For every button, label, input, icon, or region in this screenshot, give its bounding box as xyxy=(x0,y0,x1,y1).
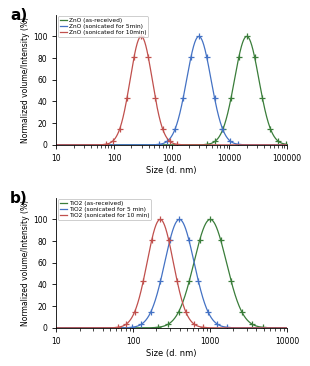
X-axis label: Size (d. nm): Size (d. nm) xyxy=(147,349,197,358)
Legend: TiO2 (as-received), TiO2 (sonicated for 5 min), TiO2 (sonicated for 10 min): TiO2 (as-received), TiO2 (sonicated for … xyxy=(58,199,151,220)
TiO2 (sonicated for 10 min) xyxy=(81,326,85,330)
TiO2 (sonicated for 5 min) xyxy=(95,326,98,330)
ZnO (as-received) xyxy=(81,143,85,147)
ZnO (as-received) xyxy=(143,143,147,147)
Y-axis label: Normalized volume/Intensity (%): Normalized volume/Intensity (%) xyxy=(21,17,30,143)
ZnO (sonicated for 5min) xyxy=(285,143,289,147)
ZnO (sonicated for 5min) xyxy=(95,143,98,147)
ZnO (sonicated for 10min) xyxy=(81,143,85,147)
TiO2 (sonicated for 5 min) xyxy=(285,326,289,330)
Line: TiO2 (as-received): TiO2 (as-received) xyxy=(56,220,287,328)
ZnO (sonicated for 5min) xyxy=(256,143,260,147)
ZnO (as-received) xyxy=(95,143,98,147)
ZnO (as-received) xyxy=(281,141,285,146)
Line: ZnO (sonicated for 10min): ZnO (sonicated for 10min) xyxy=(56,37,287,145)
TiO2 (sonicated for 5 min) xyxy=(178,217,181,222)
ZnO (sonicated for 5min) xyxy=(55,143,58,147)
TiO2 (as-received) xyxy=(95,326,98,330)
TiO2 (as-received) xyxy=(208,217,212,222)
X-axis label: Size (d. nm): Size (d. nm) xyxy=(147,166,197,175)
TiO2 (sonicated for 5 min) xyxy=(256,326,260,330)
ZnO (sonicated for 5min) xyxy=(153,142,157,147)
ZnO (sonicated for 10min) xyxy=(95,143,98,147)
ZnO (sonicated for 10min) xyxy=(256,143,260,147)
Y-axis label: Normalized volume/Intensity (%): Normalized volume/Intensity (%) xyxy=(21,200,30,326)
ZnO (as-received) xyxy=(55,143,58,147)
ZnO (as-received) xyxy=(153,143,157,147)
ZnO (as-received) xyxy=(245,34,249,39)
ZnO (sonicated for 5min) xyxy=(81,143,85,147)
Text: a): a) xyxy=(10,8,28,23)
TiO2 (sonicated for 5 min) xyxy=(153,299,157,304)
ZnO (sonicated for 10min) xyxy=(143,40,147,45)
ZnO (sonicated for 5min) xyxy=(197,34,201,39)
TiO2 (as-received) xyxy=(153,325,157,330)
ZnO (sonicated for 10min) xyxy=(285,143,289,147)
Line: ZnO (sonicated for 5min): ZnO (sonicated for 5min) xyxy=(56,37,287,145)
ZnO (sonicated for 10min) xyxy=(139,34,143,39)
TiO2 (sonicated for 10 min) xyxy=(281,326,285,330)
TiO2 (sonicated for 5 min) xyxy=(281,326,285,330)
ZnO (as-received) xyxy=(256,71,260,76)
ZnO (sonicated for 10min) xyxy=(281,143,285,147)
ZnO (sonicated for 10min) xyxy=(153,93,157,98)
TiO2 (as-received) xyxy=(256,324,260,329)
Line: TiO2 (sonicated for 5 min): TiO2 (sonicated for 5 min) xyxy=(56,220,287,328)
TiO2 (sonicated for 10 min) xyxy=(143,271,147,276)
TiO2 (as-received) xyxy=(285,326,289,330)
Legend: ZnO (as-received), ZnO (sonicated for 5min), ZnO (sonicated for 10min): ZnO (as-received), ZnO (sonicated for 5m… xyxy=(58,16,148,37)
TiO2 (sonicated for 10 min) xyxy=(95,326,98,330)
TiO2 (as-received) xyxy=(281,326,285,330)
TiO2 (as-received) xyxy=(81,326,85,330)
TiO2 (sonicated for 10 min) xyxy=(153,226,157,230)
TiO2 (sonicated for 10 min) xyxy=(158,217,162,222)
Line: ZnO (as-received): ZnO (as-received) xyxy=(56,37,287,145)
Text: b): b) xyxy=(10,191,28,206)
ZnO (sonicated for 5min) xyxy=(143,143,147,147)
TiO2 (as-received) xyxy=(55,326,58,330)
TiO2 (sonicated for 10 min) xyxy=(55,326,58,330)
TiO2 (as-received) xyxy=(143,326,147,330)
Line: TiO2 (sonicated for 10 min): TiO2 (sonicated for 10 min) xyxy=(56,220,287,328)
TiO2 (sonicated for 5 min) xyxy=(81,326,85,330)
TiO2 (sonicated for 10 min) xyxy=(285,326,289,330)
TiO2 (sonicated for 5 min) xyxy=(55,326,58,330)
TiO2 (sonicated for 5 min) xyxy=(143,319,147,324)
ZnO (as-received) xyxy=(285,142,289,147)
TiO2 (sonicated for 10 min) xyxy=(256,326,260,330)
ZnO (sonicated for 5min) xyxy=(281,143,285,147)
ZnO (sonicated for 10min) xyxy=(55,143,58,147)
